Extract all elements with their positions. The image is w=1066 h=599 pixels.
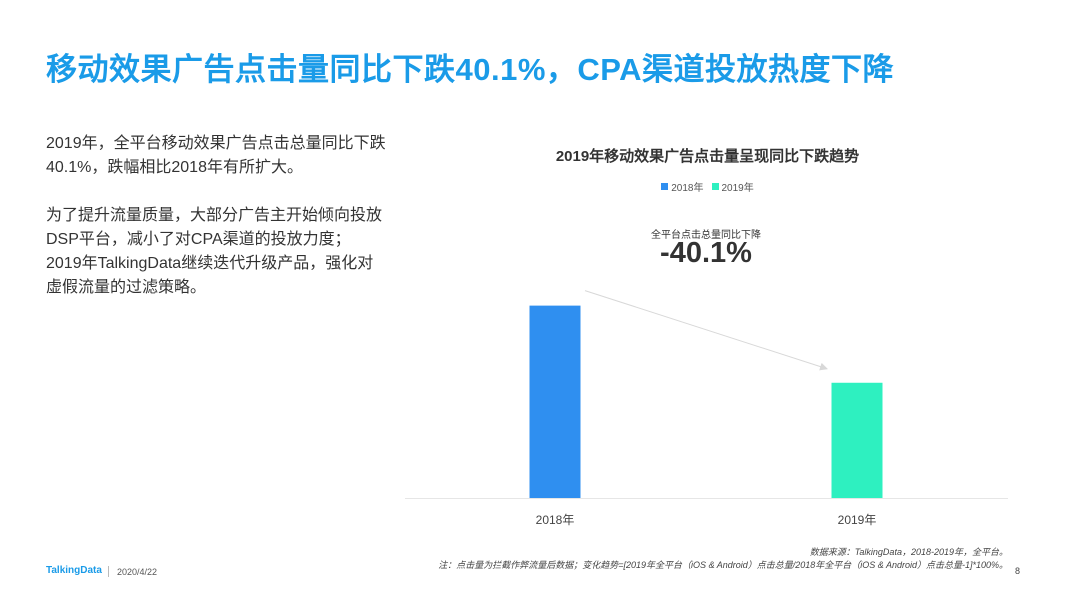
- source-note: 数据来源：TalkingData，2018-2019年，全平台。 注：点击量为拦…: [438, 546, 1008, 572]
- change-annotation-label: 全平台点击总量同比下降: [651, 230, 761, 241]
- legend-swatch-2018: [661, 183, 669, 190]
- page-title: 移动效果广告点击量同比下跌40.1%，CPA渠道投放热度下降: [46, 52, 895, 87]
- footer-divider: [108, 566, 109, 577]
- body-paragraph-2: 为了提升流量质量，大部分广告主开始倾向投放DSP平台，减小了对CPA渠道的投放力…: [46, 207, 383, 296]
- chart-legend: 2018年 2019年: [405, 179, 1010, 194]
- x-tick-label-2019年: 2019年: [838, 513, 877, 527]
- legend-item-2018: 2018年: [661, 179, 704, 194]
- source-line: 数据来源：TalkingData，2018-2019年，全平台。: [809, 547, 1008, 557]
- change-annotation-value: -40.1%: [660, 237, 752, 269]
- trend-arrow: [584, 290, 828, 371]
- bar-2018年: [529, 305, 581, 498]
- footer-date: 2020/4/22: [117, 567, 158, 577]
- talkingdata-logo: TalkingData: [46, 565, 102, 576]
- body-paragraph-1: 2019年，全平台移动效果广告点击总量同比下跌40.1%，跌幅相比2018年有所…: [46, 135, 386, 176]
- note-line: 注：点击量为拦截作弊流量后数据；变化趋势=[2019年全平台（iOS & And…: [438, 560, 1008, 570]
- legend-item-2019: 2019年: [711, 179, 754, 194]
- page-number: 8: [1015, 566, 1021, 576]
- chart-title: 2019年移动效果广告点击量呈现同比下跌趋势: [555, 148, 860, 165]
- bar-2019年: [831, 382, 883, 498]
- legend-swatch-2019: [711, 183, 719, 190]
- legend-label-2019: 2019年: [721, 183, 754, 194]
- x-tick-label-2018年: 2018年: [536, 513, 575, 527]
- legend-label-2018: 2018年: [671, 183, 704, 194]
